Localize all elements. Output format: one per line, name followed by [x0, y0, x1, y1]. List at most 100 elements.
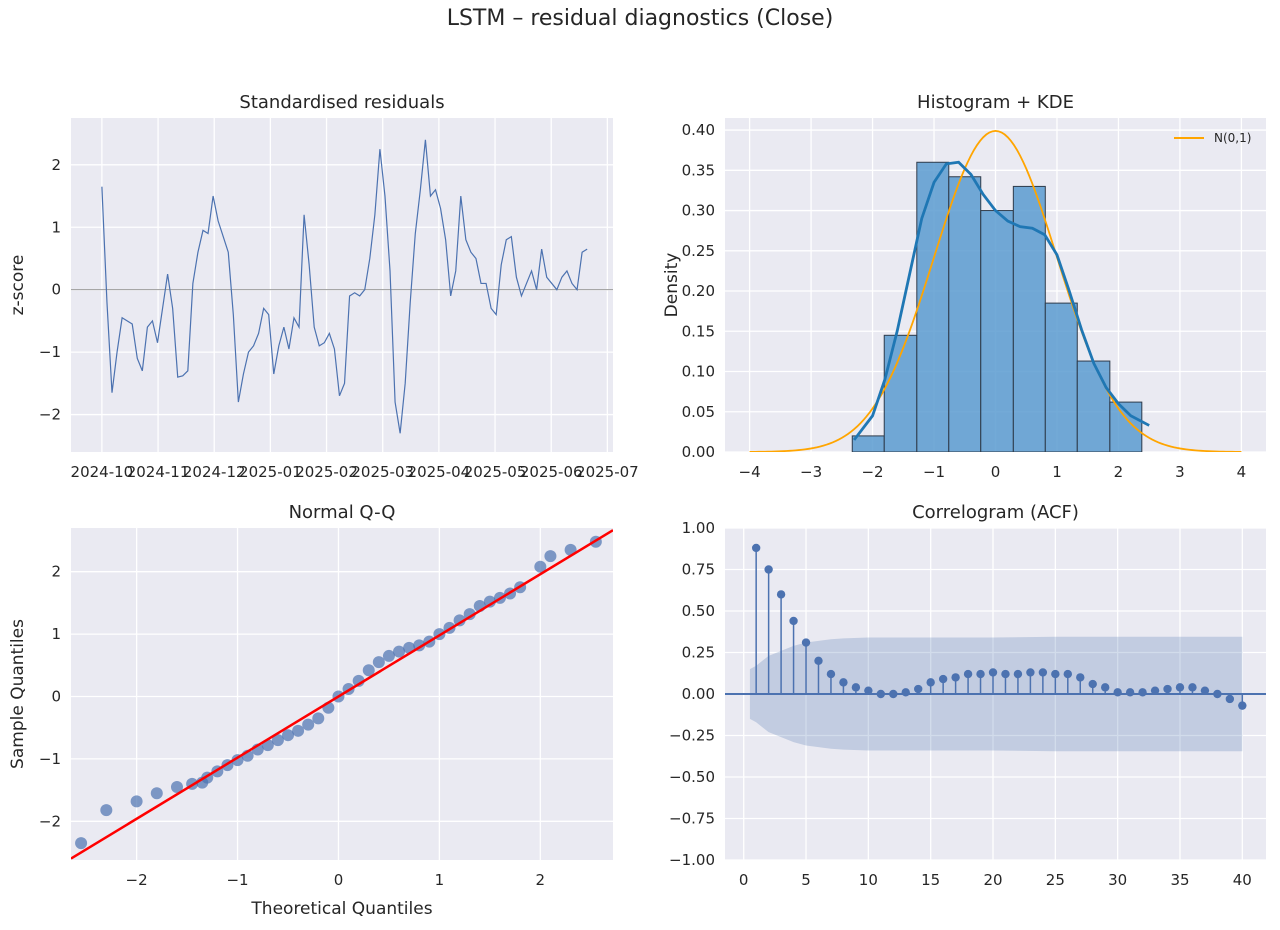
qq-point — [463, 608, 476, 621]
acf-marker — [1013, 669, 1023, 679]
residuals-x-tick-label: 2025-03 — [351, 463, 414, 481]
qq-point — [271, 734, 284, 747]
histogram-x-tick-label: 3 — [1175, 463, 1185, 481]
histogram-y-tick-label: 0.30 — [682, 202, 715, 220]
qq-x-tick-label: −1 — [226, 871, 248, 889]
histogram-x-tick-label: 2 — [1114, 463, 1124, 481]
acf-x-tick-label: 10 — [859, 871, 878, 889]
qq-point — [282, 729, 295, 742]
acf-x-tick-label: 20 — [983, 871, 1002, 889]
acf-y-tick-label: 1.00 — [682, 519, 715, 537]
acf-marker — [1175, 683, 1185, 692]
histogram-marks — [725, 118, 1266, 452]
acf-marker — [1138, 688, 1147, 697]
qq-x-tick-label: 2 — [536, 871, 546, 889]
panel-histogram: Histogram + KDE −4 −3 −2 −1 0 1 2 3 4 0.00 0.05 0.10… — [662, 92, 1266, 481]
residuals-x-tick-label: 2024-10 — [71, 463, 134, 481]
qq-x-tick-label: −2 — [126, 871, 148, 889]
acf-marker — [1113, 688, 1122, 697]
histogram-x-tick-label: −2 — [861, 463, 883, 481]
acf-y-tick-label: −0.25 — [669, 727, 715, 745]
histogram-y-tick-label: 0.20 — [682, 282, 715, 300]
histogram-x-tick-label: 1 — [1052, 463, 1062, 481]
qq-point — [130, 795, 143, 808]
acf-marker — [988, 668, 998, 677]
histogram-y-axis-label: Density — [662, 253, 682, 318]
qq-x-tick-label: 0 — [334, 871, 344, 889]
acf-marker — [1038, 668, 1048, 677]
acf-marker — [938, 674, 948, 684]
qq-point — [372, 656, 385, 669]
qq-point — [150, 787, 163, 800]
histogram-y-tick-label: 0.00 — [682, 443, 715, 461]
acf-marker — [1026, 668, 1035, 677]
acf-y-tick-label: −1.00 — [669, 851, 715, 869]
qq-point — [534, 560, 547, 573]
residuals-y-axis-label: z-score — [8, 255, 28, 316]
kde-curve — [852, 160, 1150, 441]
histogram-x-tick-label: 4 — [1237, 463, 1247, 481]
acf-title: Correlogram (ACF) — [912, 502, 1079, 523]
acf-marker — [1213, 689, 1222, 699]
residuals-y-tick-label: −1 — [39, 343, 61, 361]
acf-marker — [889, 689, 898, 699]
acf-marker — [1076, 673, 1085, 682]
qq-x-tick-label: 1 — [435, 871, 445, 889]
legend-label-normal: N(0,1) — [1214, 131, 1251, 145]
histogram-y-tick-label: 0.05 — [682, 403, 715, 421]
acf-marker — [876, 689, 886, 699]
histogram-x-tick-label: −1 — [923, 463, 945, 481]
qq-point — [100, 804, 113, 817]
qq-y-tick-label: 0 — [51, 687, 61, 705]
acf-x-tick-label: 5 — [801, 871, 811, 889]
residuals-x-tick-label: 2025-05 — [464, 463, 527, 481]
acf-marker — [1063, 669, 1072, 679]
residuals-x-tick-label: 2024-12 — [183, 463, 246, 481]
acf-marker — [901, 688, 910, 697]
figure-title: LSTM – residual diagnostics (Close) — [446, 6, 834, 31]
residuals-x-tick-label: 2025-02 — [295, 463, 358, 481]
qq-point — [292, 724, 305, 737]
acf-marker — [1200, 686, 1210, 695]
acf-marker — [801, 638, 811, 647]
residuals-x-tick-label: 2025-06 — [520, 463, 583, 481]
acf-marker — [1051, 669, 1060, 679]
qq-point — [393, 645, 406, 658]
histogram-x-tick-label: −4 — [739, 463, 761, 481]
acf-marker — [776, 590, 786, 599]
histogram-x-tick-label: −3 — [800, 463, 822, 481]
acf-y-tick-label: −0.50 — [669, 768, 715, 786]
qq-title: Normal Q-Q — [289, 502, 396, 523]
acf-marker — [926, 678, 935, 687]
panel-acf: Correlogram (ACF) 0 5 10 15 20 25 30 35 40 −1.00 −0… — [669, 502, 1266, 889]
residuals-y-tick-label: 2 — [51, 156, 61, 174]
residuals-x-tick-label: 2025-07 — [576, 463, 639, 481]
qq-marks — [71, 528, 613, 860]
acf-marker — [963, 669, 973, 679]
acf-marker — [1225, 694, 1235, 704]
acf-marker — [751, 543, 761, 553]
histogram-bar — [916, 161, 950, 452]
residuals-marks — [71, 118, 613, 452]
histogram-y-tick-label: 0.40 — [682, 121, 715, 139]
acf-marker — [839, 678, 848, 687]
histogram-bar — [1044, 302, 1078, 452]
histogram-x-tick-label: 0 — [991, 463, 1001, 481]
qq-point — [544, 550, 557, 563]
histogram-y-tick-label: 0.10 — [682, 363, 715, 381]
qq-point — [362, 664, 375, 677]
acf-y-tick-label: −0.75 — [669, 810, 715, 828]
panel-residuals: Standardised residuals 2024-102024-112024… — [8, 92, 639, 481]
qq-x-axis-label: Theoretical Quantiles — [250, 899, 432, 919]
acf-marker — [851, 683, 861, 692]
acf-marker — [764, 565, 773, 574]
acf-marker — [1188, 683, 1197, 692]
qq-y-tick-label: −2 — [39, 812, 61, 830]
acf-marker — [1150, 686, 1160, 695]
acf-marker — [1238, 701, 1247, 710]
acf-y-tick-label: 0.75 — [682, 561, 715, 579]
acf-y-tick-label: 0.25 — [682, 644, 715, 662]
histogram-bar — [980, 210, 1014, 452]
acf-marker — [1125, 688, 1135, 697]
